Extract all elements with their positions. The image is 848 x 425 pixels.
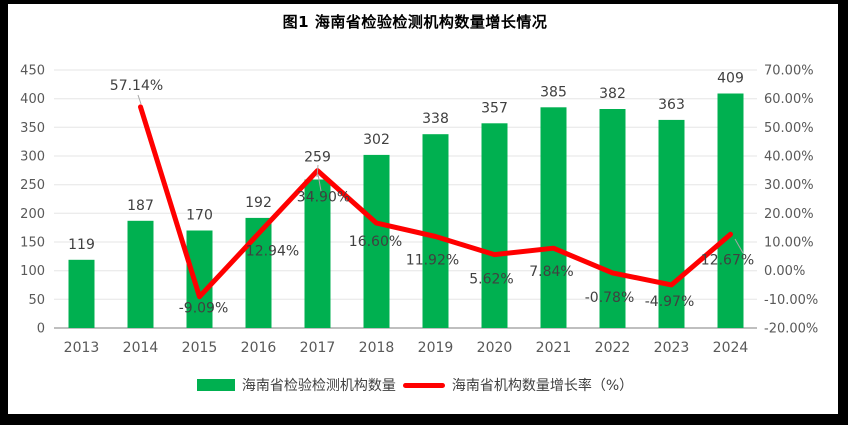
line-label: 7.84%	[529, 264, 573, 280]
left-axis-tick-label: 250	[20, 178, 45, 193]
screen-border-top	[0, 0, 848, 4]
line-label: -4.97%	[645, 294, 695, 310]
x-axis-label: 2017	[300, 340, 336, 356]
left-axis-tick-label: 150	[20, 236, 45, 251]
right-axis-tick-label: 50.00%	[764, 121, 814, 136]
bar-label: 170	[186, 208, 213, 224]
x-axis-label: 2013	[64, 340, 100, 356]
growth-line	[138, 104, 733, 300]
bar-2020	[481, 123, 508, 328]
x-axis-label: 2020	[477, 340, 513, 356]
legend-bar-swatch	[196, 379, 235, 391]
x-axis-label: 2021	[536, 340, 572, 356]
bar-label: 192	[245, 195, 272, 211]
bar-2024	[717, 93, 744, 328]
right-axis-tick-label: -20.00%	[764, 322, 818, 337]
x-axis-label: 2023	[654, 340, 690, 356]
combo-chart-plot-area: 450 70.00% 400 60.00% 350 50.00% 300 40.00% 250 3…	[20, 64, 818, 357]
label-leader-line	[317, 173, 322, 192]
bar-label: 119	[68, 237, 95, 253]
x-axis-label: 2015	[182, 340, 218, 356]
left-axis-tick-label: 450	[20, 64, 45, 79]
bar-2019	[422, 134, 449, 328]
line-label: 12.67%	[701, 252, 754, 268]
legend-line-swatch	[402, 382, 445, 388]
bar-label: 363	[658, 97, 685, 113]
x-axis-label: 2016	[241, 340, 277, 356]
line-label: 5.62%	[469, 272, 513, 288]
legend: 海南省检验检测机构数量 海南省机构数量增长率（%）	[0, 374, 830, 396]
bar-label: 338	[422, 111, 449, 127]
bar-2021	[540, 107, 567, 328]
bar-label: 302	[363, 132, 390, 148]
left-axis-tick-label: 100	[20, 264, 45, 279]
screen-border-right	[838, 0, 848, 425]
bar-2017	[304, 179, 331, 328]
left-axis-tick-label: 400	[20, 92, 45, 107]
line-label: 34.90%	[297, 190, 350, 206]
label-leader-line	[734, 238, 744, 254]
left-axis-tick-label: 350	[20, 121, 45, 136]
line-label: 57.14%	[110, 78, 163, 94]
screen-border-left	[0, 0, 8, 425]
legend-bar-label: 海南省检验检测机构数量	[241, 378, 396, 394]
label-leader-line	[316, 164, 319, 178]
x-axis-label: 2014	[123, 340, 159, 356]
bar-label: 259	[304, 150, 331, 166]
bar-2015	[186, 230, 213, 328]
right-axis-tick-label: -10.00%	[764, 293, 818, 308]
bar-label: 357	[481, 100, 508, 116]
line-label: -0.78%	[585, 290, 635, 306]
right-axis-tick-label: 20.00%	[764, 207, 814, 222]
line-label: 11.92%	[406, 253, 459, 269]
bar-label: 187	[127, 198, 154, 214]
left-axis-tick-label: 200	[20, 207, 45, 222]
x-axis-label: 2022	[595, 340, 631, 356]
x-axis-label: 2024	[713, 340, 749, 356]
label-leader-line	[137, 94, 142, 105]
left-axis-tick-label: 0	[37, 322, 45, 337]
bar-2014	[127, 220, 154, 328]
right-axis-tick-label: 30.00%	[764, 178, 814, 193]
chart-title: 图1 海南省检验检测机构数量增长情况	[282, 13, 548, 31]
bar-2013	[68, 259, 95, 328]
line-label: 12.94%	[246, 244, 299, 260]
screen-border-bottom	[0, 414, 848, 425]
bar-2023	[658, 119, 685, 329]
bar-label: 409	[717, 71, 744, 87]
right-axis-tick-label: 60.00%	[764, 92, 814, 107]
bar-label: 385	[540, 84, 567, 100]
line-label: 16.60%	[349, 234, 402, 250]
bar-label: 382	[599, 86, 626, 102]
line-label: -9.09%	[179, 301, 229, 317]
x-axis-label: 2019	[418, 340, 454, 356]
legend-line-label: 海南省机构数量增长率（%）	[451, 378, 634, 394]
bar-2018	[363, 154, 390, 328]
bar-2022	[599, 109, 626, 328]
left-axis-tick-label: 50	[28, 293, 45, 308]
right-axis-tick-label: 40.00%	[764, 150, 814, 165]
right-axis-tick-label: 70.00%	[764, 64, 814, 79]
right-axis-tick-label: 0.00%	[764, 264, 805, 279]
left-axis-tick-label: 300	[20, 150, 45, 165]
right-axis-tick-label: 10.00%	[764, 236, 814, 251]
x-axis-label: 2018	[359, 340, 395, 356]
